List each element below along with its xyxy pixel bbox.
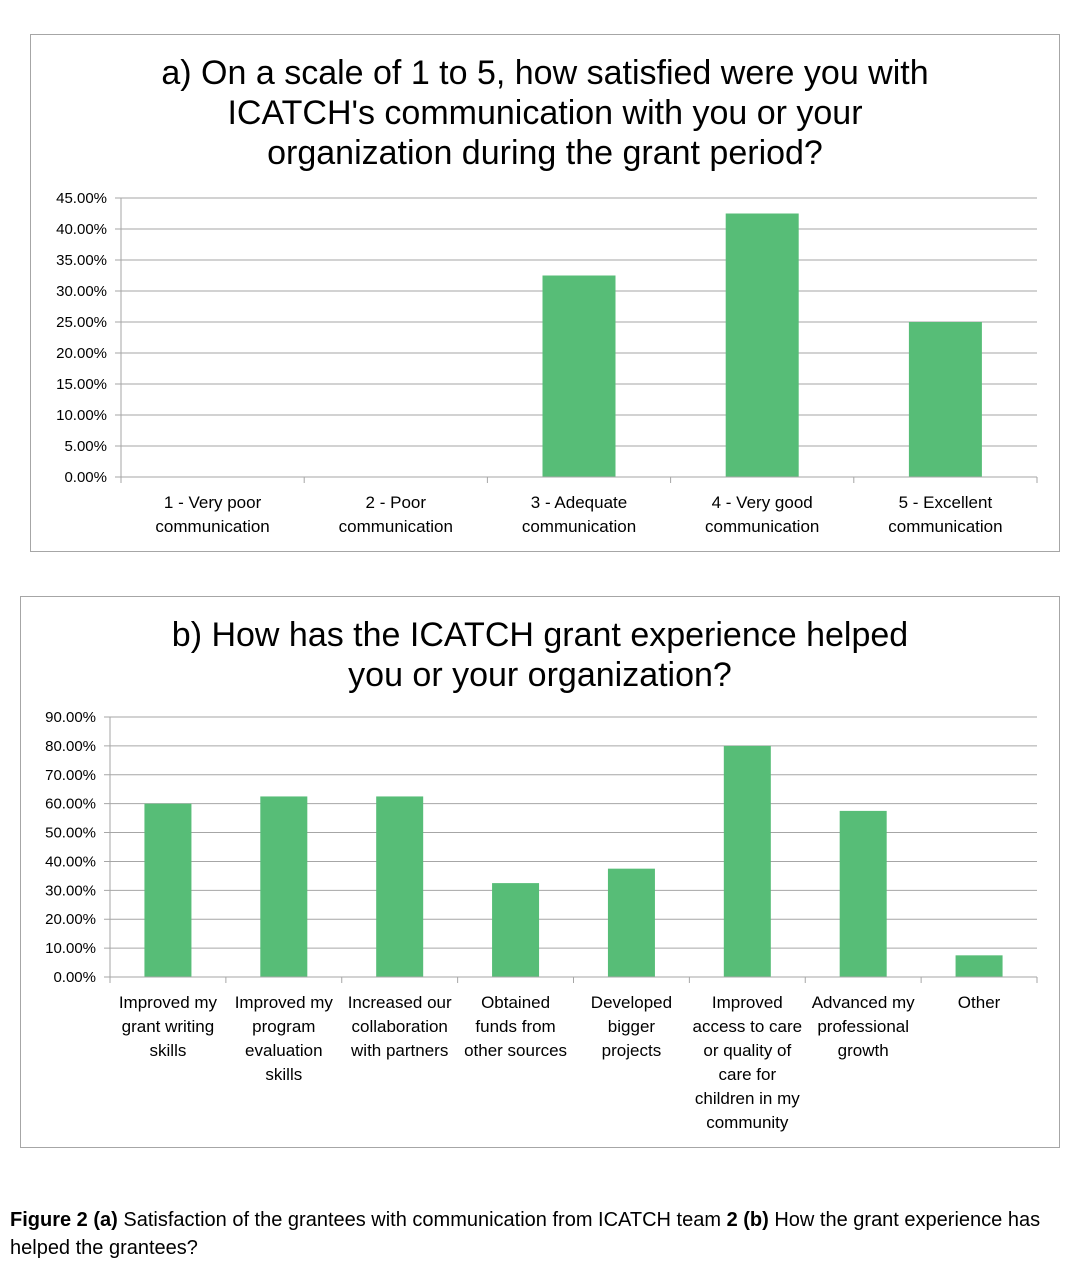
bar	[542, 275, 616, 477]
bar	[908, 322, 982, 477]
y-tick-label: 45.00%	[56, 190, 107, 207]
y-tick-label: 20.00%	[45, 911, 96, 928]
bar	[376, 796, 424, 977]
y-tick-label: 10.00%	[45, 940, 96, 957]
x-tick-label: growth	[838, 1041, 889, 1060]
y-tick-label: 30.00%	[56, 283, 107, 300]
chart-a-plot: 0.00% 5.00% 10.00% 15.00% 20.00% 25.00% 30.00%…	[56, 190, 1038, 536]
x-tick-label: with partners	[350, 1041, 448, 1060]
bar	[492, 883, 540, 977]
x-tick-label: Increased our	[348, 993, 452, 1012]
x-tick-label: communication	[155, 517, 269, 536]
chart-b-plot: 0.00% 10.00% 20.00% 30.00% 40.00% 50.00% 60.00…	[45, 709, 1038, 1132]
x-tick-label: Improved my	[119, 993, 218, 1012]
chart-title-a: a) On a scale of 1 to 5, how satisfied w…	[161, 54, 929, 172]
y-tick-label: 15.00%	[56, 376, 107, 393]
chart-panel-b: b) How has the ICATCH grant experience h…	[20, 596, 1060, 1148]
y-tick-label: 0.00%	[64, 469, 107, 486]
x-tick-label: 1 - Very poor	[164, 493, 262, 512]
x-tick-label: program	[252, 1017, 315, 1036]
figure-caption: Figure 2 (a) Satisfaction of the grantee…	[10, 1206, 1070, 1262]
caption-part-a-label: (a)	[93, 1209, 118, 1231]
x-tick-label: evaluation	[245, 1041, 323, 1060]
y-tick-label: 40.00%	[45, 853, 96, 870]
y-tick-label: 5.00%	[64, 438, 107, 455]
x-tick-label: communication	[522, 517, 636, 536]
chart-title-b: b) How has the ICATCH grant experience h…	[171, 616, 909, 694]
x-tick-label: other sources	[464, 1041, 567, 1060]
x-tick-label: community	[706, 1113, 789, 1132]
x-tick-label: care for	[718, 1065, 776, 1084]
y-tick-label: 90.00%	[45, 709, 96, 726]
caption-figure-label: Figure 2	[10, 1209, 88, 1231]
x-tick-label: communication	[339, 517, 453, 536]
x-tick-label: Improved my	[235, 993, 334, 1012]
bar	[839, 810, 887, 977]
x-tick-label: Advanced my	[812, 993, 915, 1012]
x-tick-label: professional	[817, 1017, 909, 1036]
bar	[725, 213, 799, 477]
x-tick-label: grant writing	[122, 1017, 215, 1036]
x-tick-label: 3 - Adequate	[531, 493, 627, 512]
caption-part-b-text: How the grant experience has helped the …	[10, 1209, 1041, 1259]
chart-panel-a: a) On a scale of 1 to 5, how satisfied w…	[30, 34, 1060, 552]
y-tick-label: 30.00%	[45, 882, 96, 899]
y-tick-label: 40.00%	[56, 221, 107, 238]
y-tick-label: 0.00%	[53, 969, 96, 986]
x-tick-label: 2 - Poor	[366, 493, 427, 512]
y-tick-label: 80.00%	[45, 738, 96, 755]
x-tick-label: funds from	[475, 1017, 555, 1036]
bar	[144, 803, 192, 977]
x-tick-label: access to care	[693, 1017, 803, 1036]
x-tick-label: 5 - Excellent	[899, 493, 993, 512]
x-tick-label: skills	[265, 1065, 302, 1084]
x-tick-label: communication	[888, 517, 1002, 536]
x-tick-label: collaboration	[351, 1017, 447, 1036]
bar	[955, 955, 1003, 977]
y-tick-label: 25.00%	[56, 314, 107, 331]
x-tick-label: Improved	[712, 993, 783, 1012]
caption-part-a-text: Satisfaction of the grantees with commun…	[117, 1209, 727, 1231]
y-tick-label: 60.00%	[45, 796, 96, 813]
x-tick-label: children in my	[695, 1089, 800, 1108]
y-tick-label: 10.00%	[56, 407, 107, 424]
x-tick-label: Developed	[591, 993, 672, 1012]
y-tick-label: 50.00%	[45, 825, 96, 842]
y-tick-label: 70.00%	[45, 767, 96, 784]
x-tick-label: Other	[958, 993, 1001, 1012]
x-tick-label: bigger	[608, 1017, 656, 1036]
x-tick-label: projects	[602, 1041, 662, 1060]
x-tick-label: communication	[705, 517, 819, 536]
caption-part-b-label: 2 (b)	[726, 1209, 769, 1231]
bar	[260, 796, 308, 977]
x-tick-label: 4 - Very good	[712, 493, 813, 512]
x-tick-label: or quality of	[703, 1041, 791, 1060]
y-tick-label: 35.00%	[56, 252, 107, 269]
bar	[723, 745, 771, 977]
bar	[607, 868, 655, 977]
y-tick-label: 20.00%	[56, 345, 107, 362]
x-tick-label: Obtained	[481, 993, 550, 1012]
x-tick-label: skills	[150, 1041, 187, 1060]
